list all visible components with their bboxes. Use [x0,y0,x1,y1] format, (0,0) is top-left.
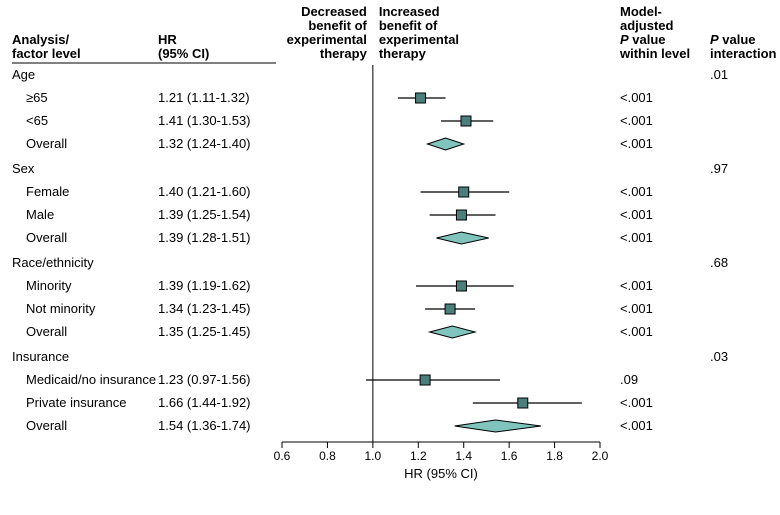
header-hr: HR [158,32,177,47]
header-increased: benefit of [379,18,438,33]
row-label: Private insurance [26,395,126,410]
row-label: Not minority [26,301,96,316]
row-p-within: <.001 [620,395,653,410]
row-hr-text: 1.35 (1.25-1.45) [158,324,251,339]
row-p-within: <.001 [620,278,653,293]
header-decreased: experimental [287,32,367,47]
header-decreased: benefit of [308,18,367,33]
forest-plot: Analysis/factor level HR(95% CI) Decreased… [0,0,780,515]
header-decreased: therapy [320,46,368,61]
row-p-within: <.001 [620,207,653,222]
row-label: Overall [26,136,67,151]
point-marker [456,281,466,291]
p-interaction: .03 [710,349,728,364]
header-decreased: Decreased [301,4,367,19]
group-label: Race/ethnicity [12,255,94,270]
header-level: factor level [12,46,81,61]
header-hr: (95% CI) [158,46,209,61]
row-hr-text: 1.54 (1.36-1.74) [158,418,251,433]
p-interaction: .97 [710,161,728,176]
header-pwithin: within level [619,46,690,61]
row-label: <65 [26,113,48,128]
row-hr-text: 1.41 (1.30-1.53) [158,113,251,128]
header-pinter: interaction [710,46,777,61]
row-hr-text: 1.23 (0.97-1.56) [158,372,251,387]
overall-diamond [455,420,541,432]
row-hr-text: 1.39 (1.19-1.62) [158,278,251,293]
overall-diamond [430,326,475,338]
row-label: Minority [26,278,72,293]
overall-diamond [427,138,463,150]
row-hr-text: 1.21 (1.11-1.32) [158,90,250,105]
row-label: Female [26,184,69,199]
group-label: Age [12,67,35,82]
header-pwithin: adjusted [620,18,674,33]
x-tick-label: 0.6 [274,449,291,463]
header-increased: therapy [379,46,427,61]
row-p-within: <.001 [620,301,653,316]
point-marker [518,398,528,408]
row-label: Male [26,207,54,222]
x-tick-label: 1.4 [455,449,472,463]
row-p-within: <.001 [620,90,653,105]
header-increased: Increased [379,4,440,19]
point-marker [420,375,430,385]
point-marker [461,116,471,126]
overall-diamond [436,232,488,244]
row-p-within: <.001 [620,184,653,199]
x-tick-label: 1.2 [410,449,427,463]
row-label: Overall [26,230,67,245]
point-marker [445,304,455,314]
row-hr-text: 1.39 (1.25-1.54) [158,207,251,222]
row-p-within: <.001 [620,136,653,151]
row-label: Medicaid/no insurance [26,372,156,387]
point-marker [416,93,426,103]
header-increased: experimental [379,32,459,47]
row-hr-text: 1.39 (1.28-1.51) [158,230,251,245]
x-axis-label: HR (95% CI) [404,466,478,481]
row-p-within: .09 [620,372,638,387]
row-hr-text: 1.66 (1.44-1.92) [158,395,251,410]
header-pwithin: P value [620,32,666,47]
header-level: Analysis/ [12,32,69,47]
p-interaction: .68 [710,255,728,270]
row-hr-text: 1.34 (1.23-1.45) [158,301,251,316]
row-p-within: <.001 [620,230,653,245]
group-label: Insurance [12,349,69,364]
header-pinter: P value [710,32,756,47]
group-label: Sex [12,161,35,176]
p-interaction: .01 [710,67,728,82]
row-hr-text: 1.32 (1.24-1.40) [158,136,251,151]
header-pwithin: Model- [620,4,662,19]
row-label: ≥65 [26,90,48,105]
row-p-within: <.001 [620,418,653,433]
row-hr-text: 1.40 (1.21-1.60) [158,184,251,199]
x-tick-label: 2.0 [592,449,609,463]
point-marker [459,187,469,197]
row-p-within: <.001 [620,113,653,128]
x-tick-label: 1.8 [546,449,563,463]
x-tick-label: 0.8 [319,449,336,463]
row-label: Overall [26,324,67,339]
row-label: Overall [26,418,67,433]
x-tick-label: 1.6 [501,449,518,463]
point-marker [456,210,466,220]
row-p-within: <.001 [620,324,653,339]
x-tick-label: 1.0 [365,449,382,463]
